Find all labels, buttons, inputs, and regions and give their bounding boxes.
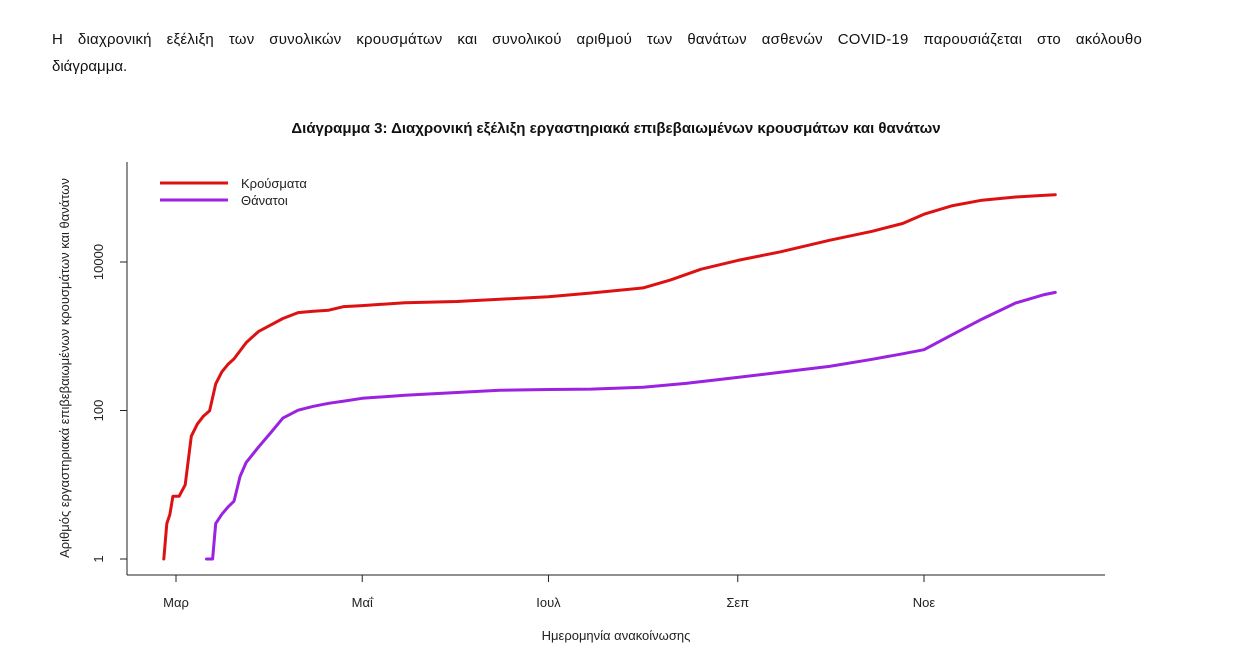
y-axis-label: Αριθμός εργαστηριακά επιβεβαιωμένων κρου…	[57, 178, 72, 558]
series-line-deaths	[205, 290, 1057, 561]
series-line-cases	[162, 193, 1057, 561]
x-tick-label: Ιουλ	[536, 595, 561, 610]
x-tick-label: Μαρ	[163, 595, 189, 610]
y-tick-label: 10000	[91, 244, 106, 280]
y-tick-label: 1	[91, 555, 106, 562]
legend-label: Θάνατοι	[241, 193, 288, 208]
chart-title: Διάγραμμα 3: Διαχρονική εξέλιξη εργαστηρ…	[291, 120, 940, 137]
intro-paragraph-line1: Η διαχρονική εξέλιξη των συνολικών κρουσ…	[52, 31, 1142, 48]
x-tick-label: Μαΐ	[352, 595, 374, 610]
x-axis-label: Ημερομηνία ανακοίνωσης	[542, 628, 691, 643]
x-tick-label: Νοε	[913, 595, 936, 610]
intro-paragraph-line2: διάγραμμα.	[52, 58, 128, 75]
y-tick-label: 100	[91, 400, 106, 422]
legend-label: Κρούσματα	[241, 176, 307, 191]
x-tick-label: Σεπ	[726, 595, 749, 610]
legend: Κρούσματα Θάνατοι	[160, 176, 307, 208]
